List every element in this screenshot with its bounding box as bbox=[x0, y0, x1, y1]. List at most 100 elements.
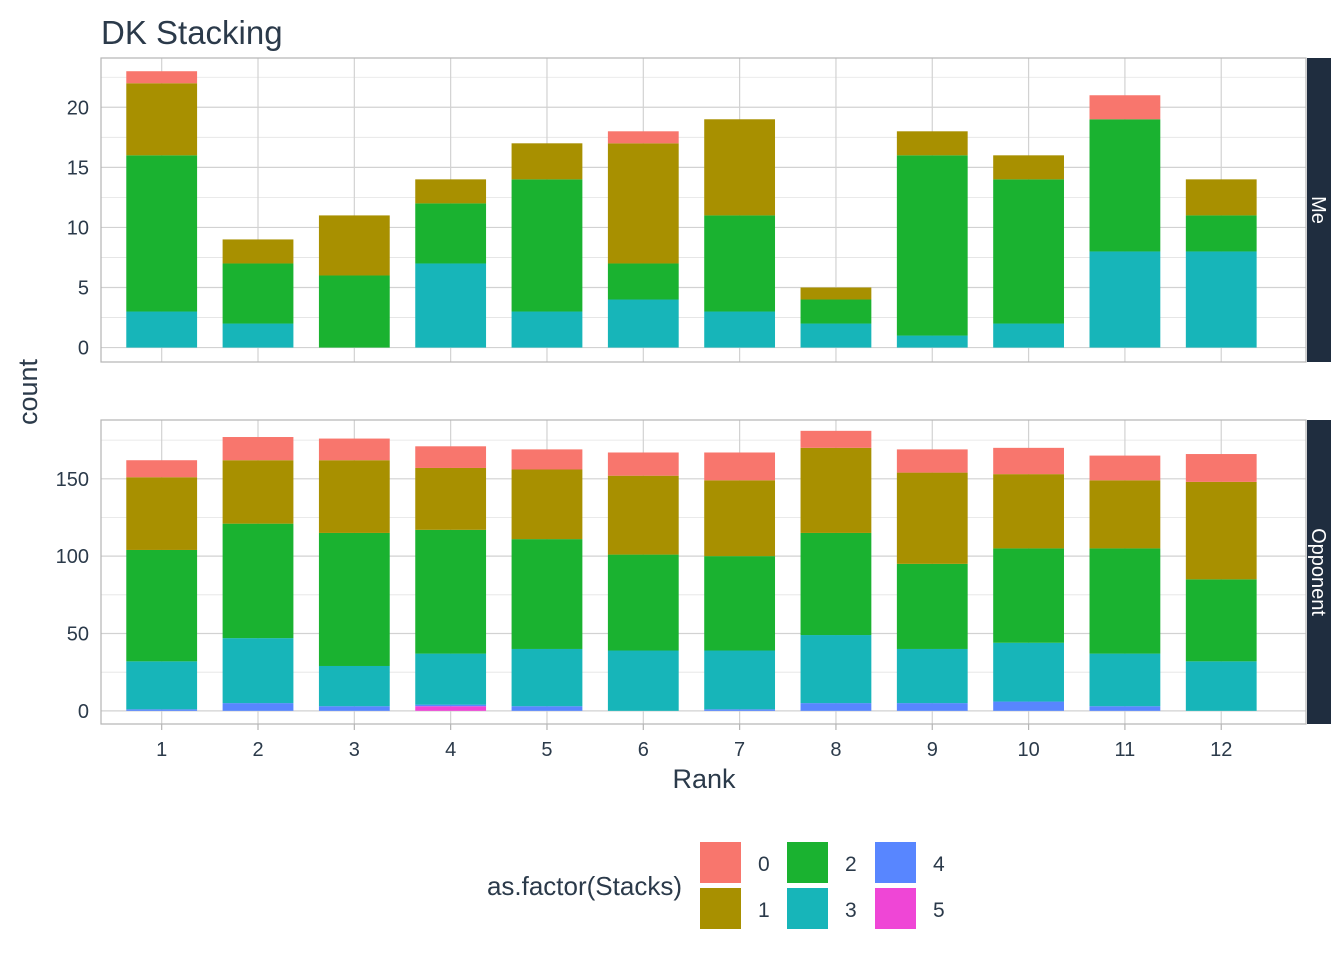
bar-segment-stacks-3 bbox=[222, 323, 294, 348]
y-tick-label: 100 bbox=[56, 546, 89, 568]
bar-segment-stacks-2 bbox=[511, 539, 583, 649]
chart-title: DK Stacking bbox=[101, 14, 283, 51]
bar-segment-stacks-2 bbox=[1089, 119, 1161, 252]
bar-segment-stacks-0 bbox=[126, 460, 198, 478]
bar-segment-stacks-2 bbox=[126, 549, 198, 662]
legend-label-4: 4 bbox=[933, 853, 945, 876]
legend-title: as.factor(Stacks) bbox=[487, 871, 682, 901]
bar-segment-stacks-0 bbox=[222, 437, 294, 461]
bar-segment-stacks-2 bbox=[896, 563, 968, 649]
panel-border bbox=[100, 57, 1307, 363]
y-tick-label: 5 bbox=[78, 278, 89, 300]
bar-segment-stacks-2 bbox=[1089, 548, 1161, 654]
facet-strip-label: Opponent bbox=[1307, 528, 1329, 616]
bar-segment-stacks-0 bbox=[607, 452, 679, 476]
bar-segment-stacks-3 bbox=[607, 650, 679, 711]
bar-segment-stacks-4 bbox=[800, 703, 872, 711]
bar-segment-stacks-1 bbox=[126, 477, 198, 550]
bar-segment-stacks-1 bbox=[415, 467, 487, 530]
facet-strip-label: Me bbox=[1307, 196, 1329, 224]
bar-segment-stacks-2 bbox=[800, 299, 872, 324]
x-tick-label: 10 bbox=[1017, 739, 1039, 761]
bar-segment-stacks-4 bbox=[704, 709, 776, 711]
bar-segment-stacks-4 bbox=[126, 709, 198, 711]
legend-swatch-3 bbox=[787, 888, 828, 929]
bar-segment-stacks-2 bbox=[222, 263, 294, 324]
bar-segment-stacks-3 bbox=[896, 335, 968, 348]
bar-segment-stacks-2 bbox=[318, 275, 390, 348]
y-tick-label: 0 bbox=[78, 338, 89, 360]
bar-segment-stacks-1 bbox=[511, 143, 583, 180]
bar-segment-stacks-2 bbox=[511, 179, 583, 312]
legend-label-2: 2 bbox=[845, 853, 857, 876]
bar-segment-stacks-3 bbox=[1185, 251, 1257, 348]
bar-segment-stacks-2 bbox=[607, 554, 679, 651]
panel-border bbox=[100, 419, 1307, 725]
y-tick-label: 15 bbox=[67, 157, 89, 179]
x-tick-label: 6 bbox=[638, 739, 649, 761]
facet-strip bbox=[1307, 58, 1331, 362]
x-tick-label: 5 bbox=[541, 739, 552, 761]
legend-swatch-1 bbox=[700, 888, 741, 929]
bar-segment-stacks-0 bbox=[1089, 455, 1161, 481]
bar-segment-stacks-3 bbox=[511, 648, 583, 707]
bar-segment-stacks-3 bbox=[318, 665, 390, 707]
panel-me: 0 5 10 15 20 Me bbox=[67, 57, 1331, 363]
bar-segment-stacks-3 bbox=[511, 311, 583, 348]
bar-segment-stacks-1 bbox=[1185, 481, 1257, 580]
bar-segment-stacks-2 bbox=[415, 203, 487, 264]
bar-segment-stacks-5 bbox=[415, 706, 487, 711]
bar-segment-stacks-2 bbox=[415, 529, 487, 654]
bar-segment-stacks-4 bbox=[415, 704, 487, 707]
bar-segment-stacks-1 bbox=[993, 474, 1064, 549]
bar-segment-stacks-1 bbox=[800, 447, 872, 533]
bar-segment-stacks-0 bbox=[415, 446, 487, 468]
facet-panels: 0 5 10 15 20 Me 0 50 100 150 Opponent bbox=[56, 57, 1331, 725]
x-tick-label: 7 bbox=[734, 739, 745, 761]
bar-segment-stacks-3 bbox=[126, 661, 198, 710]
bar-segment-stacks-4 bbox=[511, 706, 583, 711]
x-tick-label: 3 bbox=[349, 739, 360, 761]
bar-segment-stacks-0 bbox=[511, 449, 583, 470]
bar-segment-stacks-3 bbox=[800, 323, 872, 348]
bar-segment-stacks-0 bbox=[993, 447, 1064, 475]
bar-segment-stacks-4 bbox=[896, 703, 968, 711]
bar-segment-stacks-2 bbox=[222, 523, 294, 639]
bar-segment-stacks-3 bbox=[993, 323, 1064, 348]
bar-segment-stacks-2 bbox=[704, 215, 776, 312]
bar-segment-stacks-1 bbox=[222, 239, 294, 264]
bar-segment-stacks-2 bbox=[1185, 215, 1257, 252]
bar-segment-stacks-3 bbox=[607, 299, 679, 348]
bar-segment-stacks-4 bbox=[993, 701, 1064, 711]
bar-segment-stacks-1 bbox=[318, 460, 390, 533]
legend: as.factor(Stacks) 0 1 2 3 4 5 bbox=[487, 842, 945, 929]
bar-segment-stacks-2 bbox=[704, 556, 776, 651]
legend-label-3: 3 bbox=[845, 899, 857, 922]
bar-segment-stacks-0 bbox=[318, 438, 390, 461]
bar-segment-stacks-1 bbox=[896, 472, 968, 564]
legend-swatch-0 bbox=[700, 842, 741, 883]
bar-segment-stacks-1 bbox=[607, 475, 679, 555]
y-tick-label: 0 bbox=[78, 701, 89, 723]
bar-segment-stacks-1 bbox=[415, 179, 487, 204]
legend-swatch-5 bbox=[875, 888, 916, 929]
bar-segment-stacks-3 bbox=[222, 638, 294, 704]
x-tick-label: 1 bbox=[156, 739, 167, 761]
bar-segment-stacks-2 bbox=[607, 263, 679, 300]
bar-segment-stacks-0 bbox=[607, 131, 679, 144]
legend-label-0: 0 bbox=[758, 853, 770, 876]
bar-segment-stacks-3 bbox=[1185, 661, 1257, 711]
y-tick-label: 20 bbox=[67, 97, 89, 119]
y-axis-title: count bbox=[13, 358, 43, 425]
bar-segment-stacks-3 bbox=[704, 311, 776, 348]
bar-segment-stacks-3 bbox=[126, 311, 198, 348]
bar-segment-stacks-0 bbox=[896, 449, 968, 473]
bar-segment-stacks-2 bbox=[896, 155, 968, 336]
x-tick-label: 8 bbox=[830, 739, 841, 761]
bar-segment-stacks-0 bbox=[800, 430, 872, 448]
bar-segment-stacks-1 bbox=[1185, 179, 1257, 216]
bar-segment-stacks-1 bbox=[511, 469, 583, 540]
bar-segment-stacks-3 bbox=[415, 653, 487, 705]
facet-strip bbox=[1307, 420, 1331, 724]
